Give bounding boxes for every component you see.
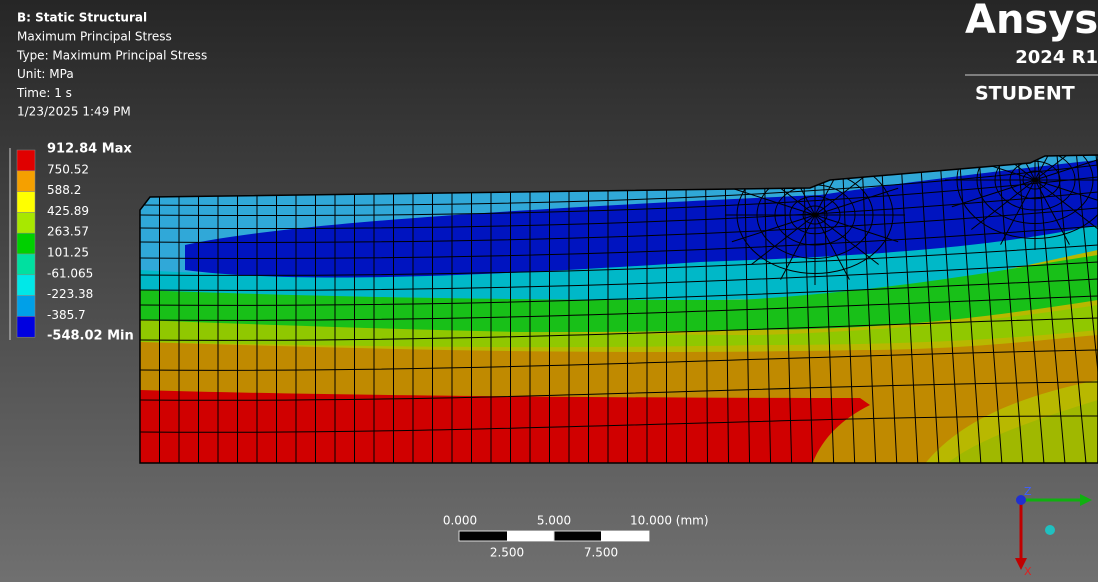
legend-swatch	[17, 296, 35, 317]
legend-label: 263.57	[47, 225, 89, 239]
legend-swatch	[17, 171, 35, 192]
legend-label: 425.89	[47, 204, 89, 218]
scale-label: 2.500	[490, 546, 524, 560]
scale-label: 10.000 (mm)	[630, 514, 709, 528]
scale-seg	[601, 531, 649, 541]
result-line: Time: 1 s	[16, 86, 72, 100]
result-line: Type: Maximum Principal Stress	[16, 48, 207, 62]
scale-label: 5.000	[537, 514, 571, 528]
legend-swatch	[17, 150, 35, 171]
legend-label: -61.065	[47, 266, 93, 280]
legend-label: -385.7	[47, 308, 86, 322]
logo-edition: STUDENT	[975, 83, 1075, 105]
result-line: Maximum Principal Stress	[17, 30, 172, 44]
legend-swatch	[17, 212, 35, 233]
legend-label: -548.02 Min	[47, 329, 134, 344]
legend-swatch	[17, 233, 35, 254]
legend-label: -223.38	[47, 287, 93, 301]
scale-seg	[507, 531, 554, 541]
legend-swatch	[17, 254, 35, 275]
scale-label: 0.000	[443, 514, 477, 528]
result-line: Unit: MPa	[17, 67, 74, 81]
legend-swatch	[17, 192, 35, 213]
triad-x-label: X	[1024, 565, 1032, 578]
legend-swatch	[17, 316, 35, 337]
triad-z-label: Z	[1024, 485, 1032, 498]
legend-label: 588.2	[47, 183, 81, 197]
result-title: B: Static Structural	[17, 11, 147, 25]
legend-label: 101.25	[47, 246, 89, 260]
legend-label: 750.52	[47, 162, 89, 176]
logo-brand: Ansys	[965, 0, 1098, 43]
scale-label: 7.500	[584, 546, 618, 560]
result-line: 1/23/2025 1:49 PM	[17, 105, 131, 119]
legend-label: 912.84 Max	[47, 142, 132, 157]
triad-ball	[1045, 525, 1055, 535]
band-red	[140, 390, 870, 470]
logo-version: 2024 R1	[1015, 47, 1098, 68]
legend-swatch	[17, 275, 35, 296]
